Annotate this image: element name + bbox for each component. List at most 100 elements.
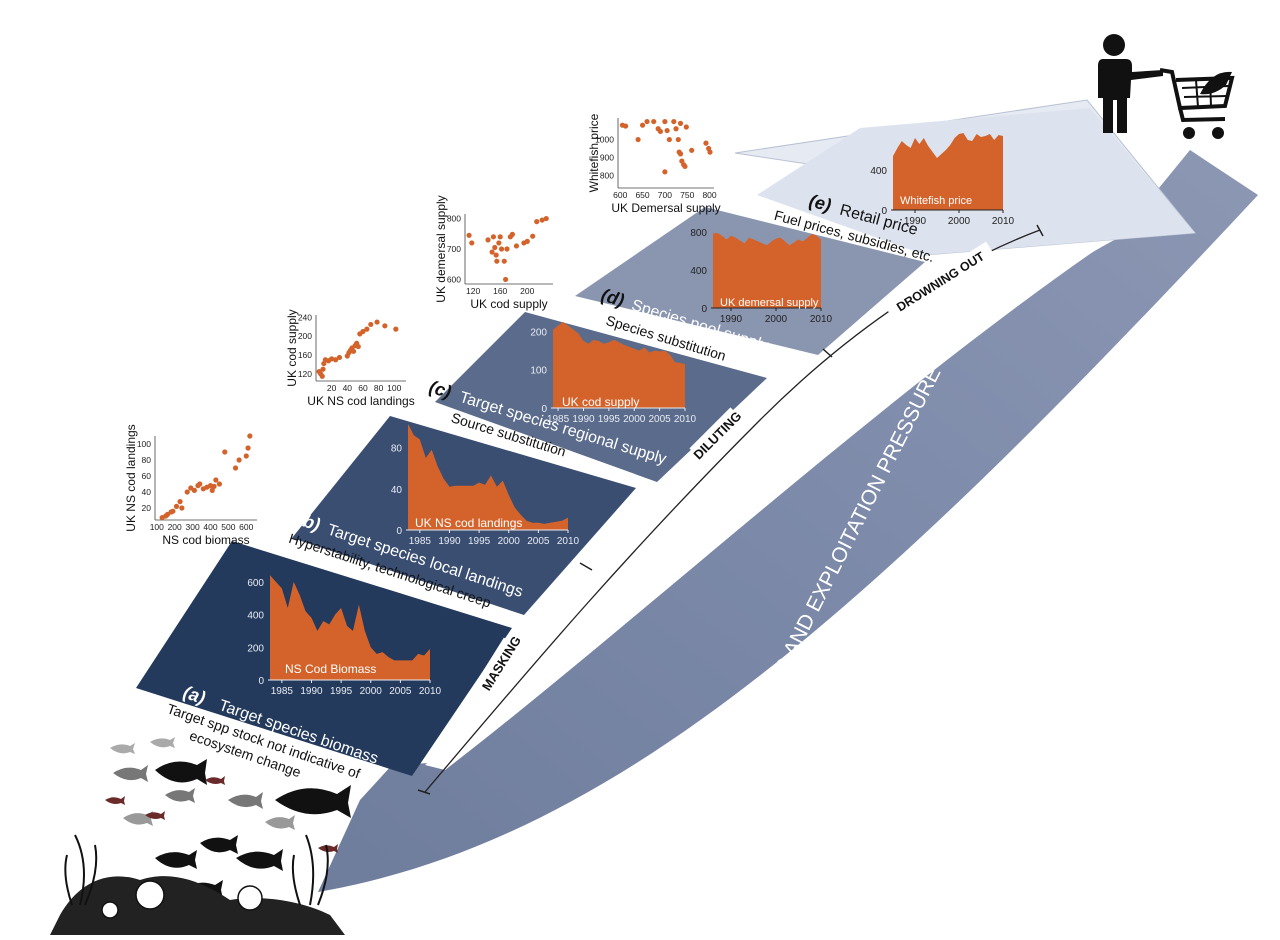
scatter-point bbox=[374, 319, 380, 325]
x-tick-label: 160 bbox=[493, 286, 507, 296]
scatter-plot-4: 600 650 700 750 800 800 900 1000 UK Demersal sup… bbox=[587, 113, 721, 215]
x-tick-label: 1990 bbox=[904, 216, 927, 227]
upper-flow-arrow bbox=[425, 218, 1152, 770]
scatter-point bbox=[170, 508, 176, 514]
x-tick-label: 2010 bbox=[992, 216, 1015, 227]
scatter-point bbox=[657, 128, 664, 135]
scatter-point bbox=[320, 366, 326, 372]
x-tick-label: 2005 bbox=[389, 686, 412, 697]
x-axis-label: UK cod supply bbox=[470, 297, 547, 311]
area-chart-4: 1990 2000 2010 0 400 800 UK demersal supply bbox=[690, 228, 832, 325]
x-axis-label: NS cod biomass bbox=[162, 533, 249, 547]
scatter-point bbox=[245, 445, 251, 451]
y-axis-label: UK cod supply bbox=[285, 309, 299, 386]
scatter-point bbox=[360, 328, 366, 335]
x-tick-label: 2010 bbox=[419, 686, 442, 697]
y-tick-label: 700 bbox=[447, 244, 461, 254]
x-axis-label: UK Demersal supply bbox=[611, 201, 720, 215]
y-tick-label: 800 bbox=[600, 170, 614, 180]
scatter-point bbox=[492, 244, 498, 251]
scatter-point bbox=[489, 249, 495, 255]
scatter-point bbox=[662, 169, 668, 175]
scatter-point bbox=[543, 215, 549, 222]
scatter-point bbox=[177, 499, 183, 505]
area-chart-5: 1990 2000 2010 0 400 Whitefish price bbox=[870, 133, 1015, 227]
scatter-point bbox=[469, 240, 475, 246]
scatter-point bbox=[675, 136, 681, 143]
x-tick-label: 1985 bbox=[547, 414, 570, 425]
x-tick-label: 100 bbox=[150, 522, 164, 532]
scatter-point bbox=[222, 449, 228, 455]
scatter-point bbox=[635, 136, 641, 143]
bracket-tick-4 bbox=[1036, 224, 1044, 237]
scatter-point bbox=[213, 477, 219, 483]
x-tick-label: 20 bbox=[327, 383, 337, 393]
scatter-point bbox=[496, 240, 502, 246]
scatter-point bbox=[662, 118, 668, 125]
scatter-point bbox=[336, 354, 343, 361]
drowning-label-bg bbox=[884, 241, 996, 321]
scatter-point bbox=[382, 323, 388, 329]
y-tick-label: 160 bbox=[298, 350, 312, 360]
y-tick-label: 1000 bbox=[595, 135, 614, 145]
coral-reef-icon bbox=[50, 834, 345, 935]
area-chart-3: 1985 1990 1995 2000 2005 2010 0 100 200 UK cod su… bbox=[530, 321, 697, 425]
x-tick-label: 2000 bbox=[948, 216, 971, 227]
x-tick-label: 700 bbox=[658, 190, 672, 200]
scatter-point bbox=[216, 481, 223, 487]
fish-silhouettes-icon bbox=[105, 737, 351, 899]
y-tick-label: 0 bbox=[541, 404, 547, 415]
scatter-point bbox=[368, 321, 374, 328]
y-tick-label: 0 bbox=[396, 526, 402, 537]
x-tick-label: 2010 bbox=[557, 536, 580, 547]
y-tick-label: 400 bbox=[247, 611, 264, 622]
scatter-point bbox=[534, 219, 540, 225]
y-tick-label: 600 bbox=[447, 274, 461, 284]
x-tick-label: 1990 bbox=[720, 314, 743, 325]
y-tick-label: 40 bbox=[142, 487, 152, 497]
scatter-point bbox=[393, 326, 399, 332]
scatter-point bbox=[677, 151, 684, 157]
scatter-point bbox=[664, 127, 670, 134]
y-axis-label: Whitefish price bbox=[587, 113, 601, 192]
bracket-tick-2 bbox=[579, 562, 593, 571]
area-series bbox=[270, 575, 430, 680]
scatter-point bbox=[622, 123, 629, 129]
scatter-point bbox=[673, 126, 679, 132]
scatter-point bbox=[179, 505, 185, 511]
scatter-point bbox=[466, 232, 472, 238]
x-tick-label: 2005 bbox=[527, 536, 550, 547]
x-tick-label: 100 bbox=[387, 383, 401, 393]
x-axis-label: UK NS cod landings bbox=[307, 394, 414, 408]
scatter-point bbox=[683, 124, 689, 130]
bracket-tick-3 bbox=[822, 348, 833, 358]
y-tick-label: 0 bbox=[701, 304, 707, 315]
scatter-point bbox=[671, 118, 677, 125]
scatter-point bbox=[332, 357, 339, 363]
x-tick-label: 800 bbox=[702, 190, 716, 200]
scatter-point bbox=[173, 503, 180, 509]
x-tick-label: 200 bbox=[520, 286, 534, 296]
x-tick-label: 500 bbox=[221, 522, 235, 532]
series-label: UK cod supply bbox=[562, 395, 639, 409]
area-chart-1: 1985 1990 1995 2000 2005 2010 0 200 400 600 NS Cod… bbox=[247, 575, 442, 697]
y-tick-label: 900 bbox=[600, 152, 614, 162]
scatter-point bbox=[211, 483, 217, 489]
y-tick-label: 80 bbox=[142, 455, 152, 465]
y-tick-label: 100 bbox=[137, 439, 151, 449]
y-tick-label: 400 bbox=[870, 166, 887, 177]
scatter-plot-2: 20 40 60 80 100 120 160 200 240 UK NS cod landing… bbox=[285, 309, 415, 408]
scatter-point bbox=[232, 465, 239, 471]
scatter-point bbox=[247, 433, 253, 439]
scatter-point bbox=[197, 481, 203, 487]
scatter-point bbox=[493, 252, 499, 258]
x-tick-label: 80 bbox=[374, 383, 384, 393]
scatter-point bbox=[319, 373, 325, 379]
scatter-point bbox=[703, 140, 709, 146]
scatter-point bbox=[355, 343, 361, 350]
x-tick-label: 300 bbox=[185, 522, 199, 532]
scatter-point bbox=[689, 147, 695, 153]
series-label: UK NS cod landings bbox=[415, 516, 522, 530]
area-series bbox=[713, 232, 821, 308]
